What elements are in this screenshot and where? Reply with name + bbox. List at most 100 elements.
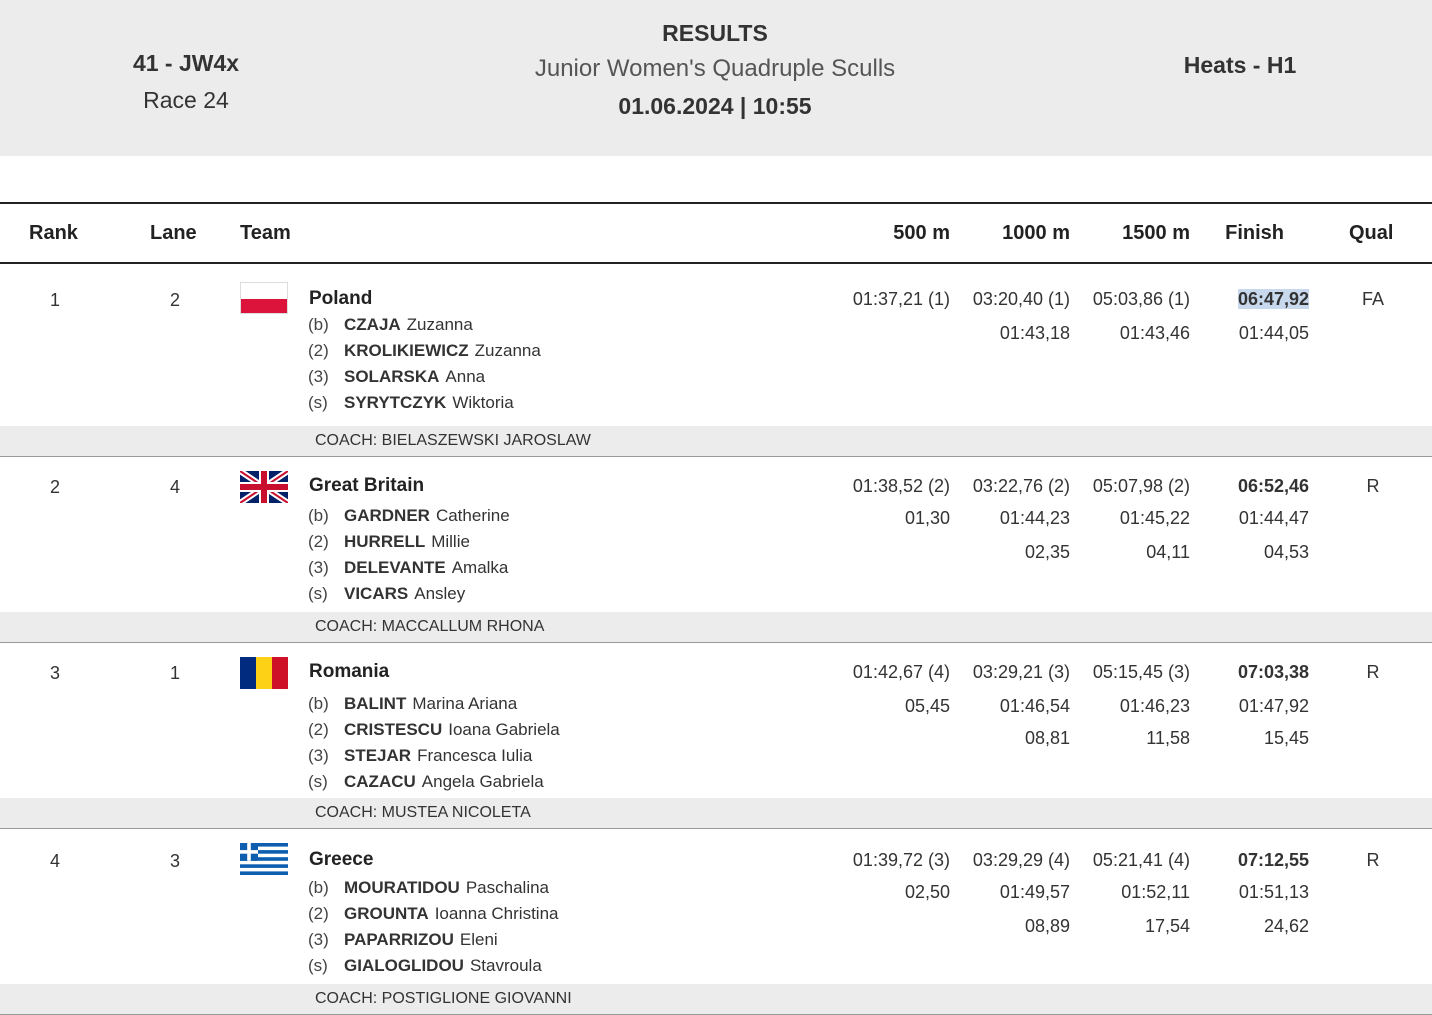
seat-position: (s) xyxy=(308,956,328,975)
last-name: PAPARRIZOU xyxy=(344,930,454,949)
seat-position: (b) xyxy=(308,506,329,525)
pace-1000m: 01:43,18 xyxy=(999,323,1070,343)
seat-position: (3) xyxy=(308,558,329,577)
first-name: Stavroula xyxy=(469,956,542,975)
diff-1500m: 04,11 xyxy=(1146,542,1190,562)
crew-member: (3) PAPARRIZOU Eleni xyxy=(308,927,559,953)
results-title: RESULTS xyxy=(662,20,768,46)
seat-position: (3) xyxy=(308,746,329,765)
last-name: STEJAR xyxy=(344,746,412,765)
last-name: GIALOGLIDOU xyxy=(344,956,464,975)
pace-1500m: 01:45,22 xyxy=(1119,508,1190,528)
pace-1000m: 01:46,54 xyxy=(999,696,1070,716)
table-row: 3 1 Romania (b) BALINT Marina Ariana (2) CR… xyxy=(0,643,1432,829)
col-rank: Rank xyxy=(29,222,78,244)
last-name: BALINT xyxy=(344,694,407,713)
qualification: R xyxy=(1366,850,1380,870)
qualification: FA xyxy=(1361,289,1384,309)
first-name: Millie xyxy=(431,532,470,551)
pace-1500m: 01:46,23 xyxy=(1119,696,1190,716)
diff-finish: 04,53 xyxy=(1263,542,1309,562)
last-name: DELEVANTE xyxy=(344,558,446,577)
first-name: Ioana Gabriela xyxy=(448,720,560,739)
split-1000m: 03:29,29 (4) xyxy=(972,850,1070,870)
finish-time-value: 06:47,92 xyxy=(1237,289,1309,309)
coach-name: COACH: MACCALLUM RHONA xyxy=(315,618,545,635)
qualification: R xyxy=(1366,476,1380,496)
last-name: SYRYTCZYK xyxy=(344,393,447,412)
lane-value: 2 xyxy=(169,290,180,310)
country-name: Romania xyxy=(309,661,390,682)
first-name: Paschalina xyxy=(465,878,550,897)
first-name: Zuzanna xyxy=(406,315,473,334)
coach-name: COACH: BIELASZEWSKI JAROSLAW xyxy=(315,432,591,449)
pace-1500m: 01:52,11 xyxy=(1121,882,1190,902)
poland-flag-icon xyxy=(240,282,288,314)
split-1000m: 03:29,21 (3) xyxy=(972,662,1070,682)
coach-row: COACH: BIELASZEWSKI JAROSLAW xyxy=(0,426,1432,456)
diff-finish: 24,62 xyxy=(1263,916,1309,936)
crew-member: (2) KROLIKIEWICZ Zuzanna xyxy=(308,338,541,364)
seat-position: (3) xyxy=(308,367,329,386)
split-1500m: 05:21,41 (4) xyxy=(1092,850,1190,870)
diff-1500m: 17,54 xyxy=(1144,916,1190,936)
first-name: Francesca Iulia xyxy=(417,746,533,765)
crew-list: (b) BALINT Marina Ariana (2) CRISTESCU Ioana… xyxy=(308,691,560,795)
diff-1000m: 08,81 xyxy=(1024,728,1070,748)
split-1500m: 05:03,86 (1) xyxy=(1092,289,1190,309)
first-name: Ansley xyxy=(414,584,466,603)
country-name: Great Britain xyxy=(309,475,425,496)
crew-member: (b) BALINT Marina Ariana xyxy=(308,691,560,717)
event-name: Junior Women's Quadruple Sculls xyxy=(534,55,896,82)
country-name: Greece xyxy=(309,849,374,870)
diff-1000m: 08,89 xyxy=(1024,916,1070,936)
pace-500m: 01,30 xyxy=(904,508,950,528)
table-header: Rank Lane Team 500 m 1000 m 1500 m Finis… xyxy=(0,204,1432,264)
race-number: Race 24 xyxy=(143,87,229,113)
col-500m: 500 m xyxy=(893,222,950,244)
lane-value: 4 xyxy=(169,477,180,497)
seat-position: (s) xyxy=(308,772,328,791)
diff-finish: 15,45 xyxy=(1263,728,1309,748)
split-1000m: 03:20,40 (1) xyxy=(972,289,1070,309)
seat-position: (2) xyxy=(308,904,329,923)
col-team: Team xyxy=(240,222,291,244)
seat-position: (b) xyxy=(308,315,329,334)
coach-row: COACH: MUSTEA NICOLETA xyxy=(0,798,1432,828)
great-britain-flag-icon xyxy=(240,471,288,503)
finish-time: 06:52,46 xyxy=(1237,476,1309,496)
last-name: GROUNTA xyxy=(344,904,429,923)
crew-list: (b) MOURATIDOU Paschalina (2) GROUNTA Ioanna… xyxy=(308,875,559,979)
seat-position: (3) xyxy=(308,930,329,949)
last-name: CAZACU xyxy=(344,772,416,791)
crew-member: (s) GIALOGLIDOU Stavroula xyxy=(308,953,559,979)
crew-member: (s) VICARS Ansley xyxy=(308,581,510,607)
seat-position: (b) xyxy=(308,878,329,897)
last-name: CZAJA xyxy=(344,315,401,334)
col-lane: Lane xyxy=(150,222,197,244)
crew-member: (b) MOURATIDOU Paschalina xyxy=(308,875,559,901)
lane-value: 1 xyxy=(169,663,180,683)
crew-member: (b) CZAJA Zuzanna xyxy=(308,312,541,338)
first-name: Amalka xyxy=(451,558,509,577)
diff-1000m: 02,35 xyxy=(1024,542,1070,562)
last-name: MOURATIDOU xyxy=(344,878,460,897)
split-500m: 01:38,52 (2) xyxy=(852,476,950,496)
table-row: 2 4 Great Britain (b) GARDNER Catherine (2… xyxy=(0,457,1432,643)
seat-position: (s) xyxy=(308,393,328,412)
pace-finish: 01:44,47 xyxy=(1238,508,1309,528)
event-datetime: 01.06.2024 | 10:55 xyxy=(618,93,812,119)
crew-member: (s) SYRYTCZYK Wiktoria xyxy=(308,390,541,416)
greece-flag-icon xyxy=(240,843,288,875)
finish-time: 07:03,38 xyxy=(1237,662,1309,682)
finish-time: 07:12,55 xyxy=(1237,850,1309,870)
qualification: R xyxy=(1366,662,1380,682)
split-500m: 01:39,72 (3) xyxy=(852,850,950,870)
race-id-block: 41 - JW4x Race 24 xyxy=(86,50,286,114)
split-1500m: 05:15,45 (3) xyxy=(1092,662,1190,682)
rank-value: 3 xyxy=(49,663,60,683)
pace-1500m: 01:43,46 xyxy=(1119,323,1190,343)
seat-position: (b) xyxy=(308,694,329,713)
crew-member: (b) GARDNER Catherine xyxy=(308,503,510,529)
split-500m: 01:42,67 (4) xyxy=(852,662,950,682)
